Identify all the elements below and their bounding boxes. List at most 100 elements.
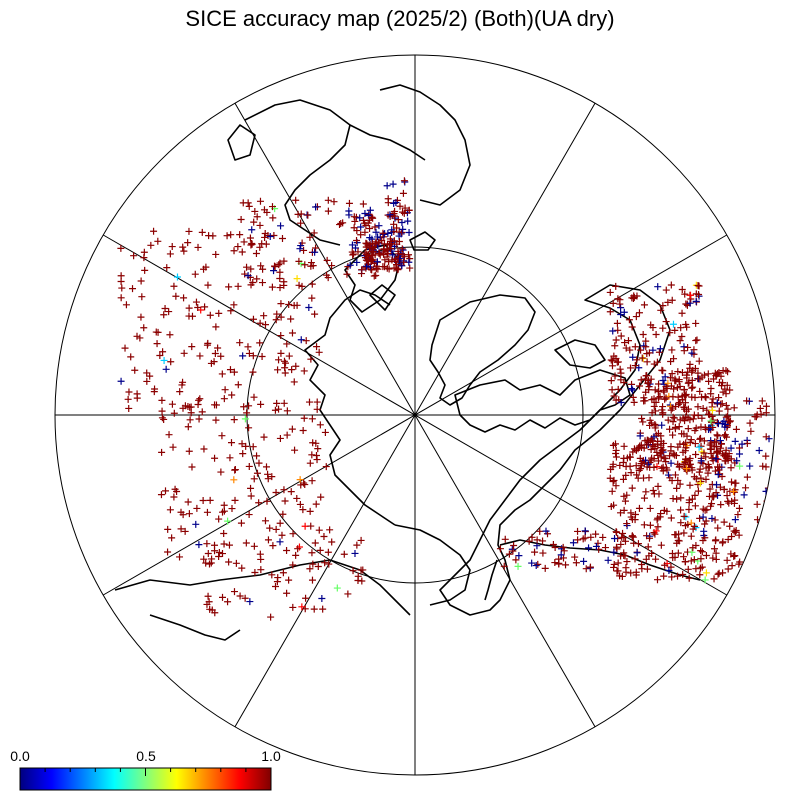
observation-marker xyxy=(666,425,674,433)
eurasia-arctic-coastline xyxy=(304,289,396,526)
observation-marker xyxy=(617,509,625,517)
observation-marker xyxy=(677,506,685,514)
observation-marker xyxy=(198,408,206,416)
observation-marker xyxy=(357,536,365,544)
observation-marker xyxy=(708,412,716,420)
observation-marker xyxy=(645,474,653,482)
observation-marker xyxy=(345,207,353,215)
observation-marker xyxy=(368,266,376,274)
observation-marker xyxy=(728,562,736,570)
observation-marker xyxy=(258,279,266,287)
observation-marker xyxy=(143,377,151,385)
observation-marker xyxy=(236,339,244,347)
observation-marker xyxy=(291,446,299,454)
observation-marker xyxy=(243,263,251,271)
observation-marker xyxy=(669,413,677,421)
observation-marker xyxy=(231,466,239,474)
observation-marker xyxy=(269,214,277,222)
observation-marker xyxy=(330,198,338,206)
observation-marker xyxy=(649,486,657,494)
observation-marker xyxy=(670,414,678,422)
observation-marker xyxy=(381,263,389,271)
observation-marker xyxy=(691,491,699,499)
observation-marker xyxy=(641,397,649,405)
observation-marker xyxy=(295,257,303,265)
observation-marker xyxy=(620,442,628,450)
colorbar-label-min: 0.0 xyxy=(10,748,30,764)
observation-marker xyxy=(194,303,202,311)
observation-marker xyxy=(686,438,694,446)
observation-marker xyxy=(176,553,184,561)
observation-marker xyxy=(514,562,522,570)
observation-marker xyxy=(300,367,308,375)
observation-marker xyxy=(623,491,631,499)
north-africa-coastline xyxy=(379,84,471,206)
observation-marker xyxy=(350,224,358,232)
observation-marker xyxy=(726,386,734,394)
observation-marker xyxy=(614,567,622,575)
observation-marker xyxy=(682,458,690,466)
observation-marker xyxy=(718,419,726,427)
observation-marker xyxy=(644,379,652,387)
observation-marker xyxy=(686,291,694,299)
observation-marker xyxy=(306,459,314,467)
observation-marker xyxy=(223,232,231,240)
observation-marker xyxy=(196,352,204,360)
observation-marker xyxy=(276,519,284,527)
observation-marker xyxy=(692,297,700,305)
observation-marker xyxy=(359,566,367,574)
observation-marker xyxy=(274,366,282,374)
observation-marker xyxy=(156,352,164,360)
observation-marker xyxy=(617,540,625,548)
observation-marker xyxy=(392,264,400,272)
observation-marker xyxy=(582,565,590,573)
observation-marker xyxy=(681,459,689,467)
observation-marker xyxy=(312,500,320,508)
observation-marker xyxy=(692,319,700,327)
observation-marker xyxy=(211,547,219,555)
observation-marker xyxy=(373,258,381,266)
observation-marker xyxy=(393,224,401,232)
observation-marker xyxy=(666,474,674,482)
observation-marker xyxy=(665,567,673,575)
observation-marker xyxy=(727,444,735,452)
observation-marker xyxy=(247,484,255,492)
observation-marker xyxy=(399,225,407,233)
observation-marker xyxy=(616,300,624,308)
observation-marker xyxy=(361,254,369,262)
observation-marker xyxy=(696,571,704,579)
observation-marker xyxy=(542,527,550,535)
observation-marker xyxy=(660,454,668,462)
observation-marker xyxy=(388,256,396,264)
observation-marker xyxy=(730,552,738,560)
observation-marker xyxy=(255,459,263,467)
north-america-coastline xyxy=(439,284,671,616)
observation-marker xyxy=(688,466,696,474)
observation-marker xyxy=(738,440,746,448)
observation-marker xyxy=(631,343,639,351)
observation-marker xyxy=(534,560,542,568)
observation-marker xyxy=(720,485,728,493)
observation-marker xyxy=(762,452,770,460)
observation-marker xyxy=(380,230,388,238)
observation-marker xyxy=(663,507,671,515)
observation-marker xyxy=(699,513,707,521)
observation-marker xyxy=(635,309,643,317)
observation-marker xyxy=(287,488,295,496)
observation-marker xyxy=(654,523,662,531)
observation-marker xyxy=(637,460,645,468)
observation-marker xyxy=(283,407,291,415)
observation-marker xyxy=(713,399,721,407)
observation-marker xyxy=(702,569,710,577)
observation-marker xyxy=(204,549,212,557)
observation-marker xyxy=(642,372,650,380)
observation-marker xyxy=(307,355,315,363)
observation-marker xyxy=(358,577,366,585)
observation-marker xyxy=(619,459,627,467)
observation-marker xyxy=(173,273,181,281)
observation-marker xyxy=(632,462,640,470)
observation-marker xyxy=(354,572,362,580)
observation-marker xyxy=(293,494,301,502)
observation-marker xyxy=(671,326,679,334)
observation-marker xyxy=(732,527,740,535)
